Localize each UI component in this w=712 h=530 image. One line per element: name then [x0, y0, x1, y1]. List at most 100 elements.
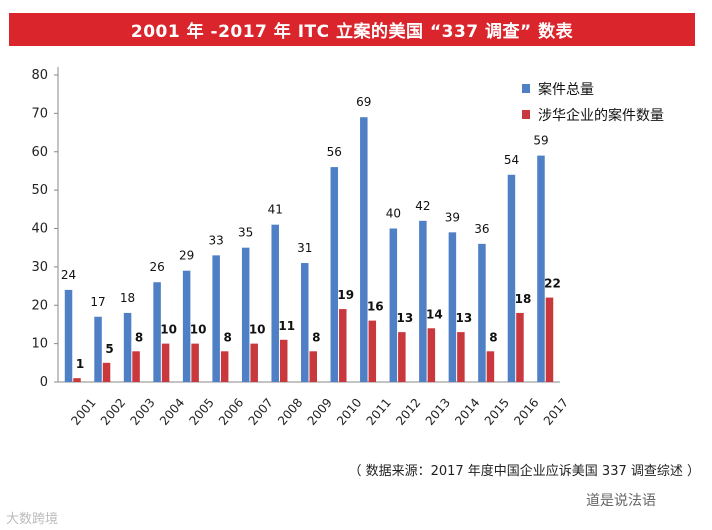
- bar-total-2015: [478, 243, 486, 382]
- x-tick-2006: 2006: [216, 396, 246, 428]
- bar-total-2011: [360, 117, 368, 383]
- x-tick-2013: 2013: [423, 396, 453, 428]
- label-total-2016: 54: [504, 153, 519, 167]
- label-total-2009: 31: [297, 241, 312, 255]
- bar-total-2003: [123, 312, 132, 382]
- bar-china-2011: [368, 320, 377, 382]
- bar-total-2004: [153, 282, 161, 382]
- bars: [64, 117, 554, 383]
- bar-china-2004: [161, 343, 170, 382]
- label-china-2006: 8: [223, 330, 231, 344]
- label-china-2004: 10: [160, 323, 177, 337]
- bar-total-2007: [241, 247, 250, 382]
- label-total-2002: 17: [90, 295, 105, 309]
- legend-swatch-china: [522, 110, 530, 119]
- bar-china-2002: [102, 362, 111, 382]
- bar-total-2001: [64, 289, 73, 382]
- y-tick-label: 80: [31, 68, 48, 83]
- y-axis: 0 10 20 30 40 50 60 70 80: [31, 67, 560, 390]
- label-china-2014: 13: [456, 311, 473, 325]
- label-total-2007: 35: [238, 226, 253, 240]
- x-tick-2001: 2001: [68, 396, 98, 428]
- label-total-2013: 42: [415, 199, 430, 213]
- label-china-2010: 19: [337, 288, 354, 302]
- label-total-2001: 24: [61, 268, 76, 282]
- watermark-right: 道是说法语: [586, 493, 656, 509]
- label-china-2016: 18: [515, 292, 532, 306]
- label-china-2009: 8: [312, 330, 320, 344]
- x-tick-2011: 2011: [364, 396, 394, 428]
- bar-china-2010: [339, 309, 347, 382]
- y-tick-label: 40: [31, 222, 48, 237]
- bar-total-2006: [212, 255, 220, 382]
- bar-china-2012: [398, 332, 406, 382]
- y-tick-label: 50: [31, 183, 48, 198]
- x-tick-2012: 2012: [393, 396, 423, 428]
- x-tick-2005: 2005: [186, 396, 216, 428]
- x-tick-2016: 2016: [511, 396, 541, 428]
- label-china-2008: 11: [278, 319, 295, 333]
- label-china-2001: 1: [76, 357, 84, 371]
- bar-total-2013: [419, 220, 427, 382]
- bar-total-2008: [271, 224, 279, 382]
- y-tick-label: 10: [31, 337, 48, 352]
- bar-china-2015: [486, 351, 495, 382]
- x-tick-2003: 2003: [127, 396, 157, 428]
- bar-china-2005: [191, 343, 199, 382]
- label-china-2007: 10: [249, 323, 266, 337]
- x-tick-2015: 2015: [482, 396, 512, 428]
- bar-total-2002: [94, 316, 102, 382]
- bar-china-2009: [309, 351, 317, 382]
- bar-total-2009: [301, 263, 309, 382]
- x-tick-2004: 2004: [157, 396, 187, 428]
- x-tick-2007: 2007: [246, 396, 276, 428]
- label-china-2011: 16: [367, 300, 384, 314]
- label-china-2017: 22: [544, 277, 561, 291]
- y-tick-label: 30: [31, 260, 48, 275]
- x-tick-2014: 2014: [452, 396, 482, 428]
- x-tick-2008: 2008: [275, 396, 305, 428]
- source-note: （ 数据来源：2017 年度中国企业应诉美国 337 调查综述 ）: [348, 464, 700, 479]
- label-total-2004: 26: [149, 260, 164, 274]
- y-tick-label: 20: [31, 298, 48, 313]
- x-tick-2010: 2010: [334, 396, 364, 428]
- x-axis: 2001 2002 2003 2004 2005 2006 2007 2008 2009 2010…: [68, 396, 571, 428]
- bar-china-2013: [427, 328, 436, 382]
- label-china-2003: 8: [135, 330, 143, 344]
- bar-china-2014: [457, 332, 465, 382]
- bar-total-2017: [537, 155, 545, 382]
- label-total-2008: 41: [268, 203, 283, 217]
- label-total-2017: 59: [533, 134, 548, 148]
- bar-china-2016: [516, 312, 524, 382]
- legend-label-total: 案件总量: [538, 81, 594, 98]
- y-tick-label: 60: [31, 145, 48, 160]
- label-china-2002: 5: [105, 342, 113, 356]
- bar-total-2012: [389, 228, 398, 382]
- y-tick-label: 0: [40, 375, 48, 390]
- label-china-2013: 14: [426, 307, 443, 321]
- x-tick-2002: 2002: [98, 396, 128, 428]
- label-total-2014: 39: [445, 210, 460, 224]
- label-total-2006: 33: [209, 233, 224, 247]
- bar-total-2016: [507, 174, 516, 382]
- label-total-2005: 29: [179, 249, 194, 263]
- x-tick-2009: 2009: [305, 396, 335, 428]
- bar-total-2010: [330, 167, 339, 382]
- label-total-2015: 36: [474, 222, 489, 236]
- bar-china-2007: [250, 343, 258, 382]
- bar-total-2014: [448, 232, 457, 382]
- bar-china-2003: [132, 351, 140, 382]
- label-china-2012: 13: [396, 311, 413, 325]
- watermark-left: 大数跨境: [6, 512, 59, 527]
- bar-china-2001: [73, 378, 81, 382]
- label-total-2010: 56: [327, 145, 342, 159]
- label-total-2012: 40: [386, 207, 401, 221]
- bar-total-2005: [182, 270, 191, 382]
- data-labels: 24 1 17 5 18 8 26 10 29 10 33 8 35 10 41 11 31 8 56 19 69 16 4…: [61, 95, 561, 371]
- label-china-2005: 10: [190, 323, 207, 337]
- label-total-2003: 18: [120, 291, 135, 305]
- legend-swatch-total: [522, 84, 530, 93]
- chart-title: 2001 年 -2017 年 ITC 立案的美国 “337 调查” 数表: [9, 13, 695, 46]
